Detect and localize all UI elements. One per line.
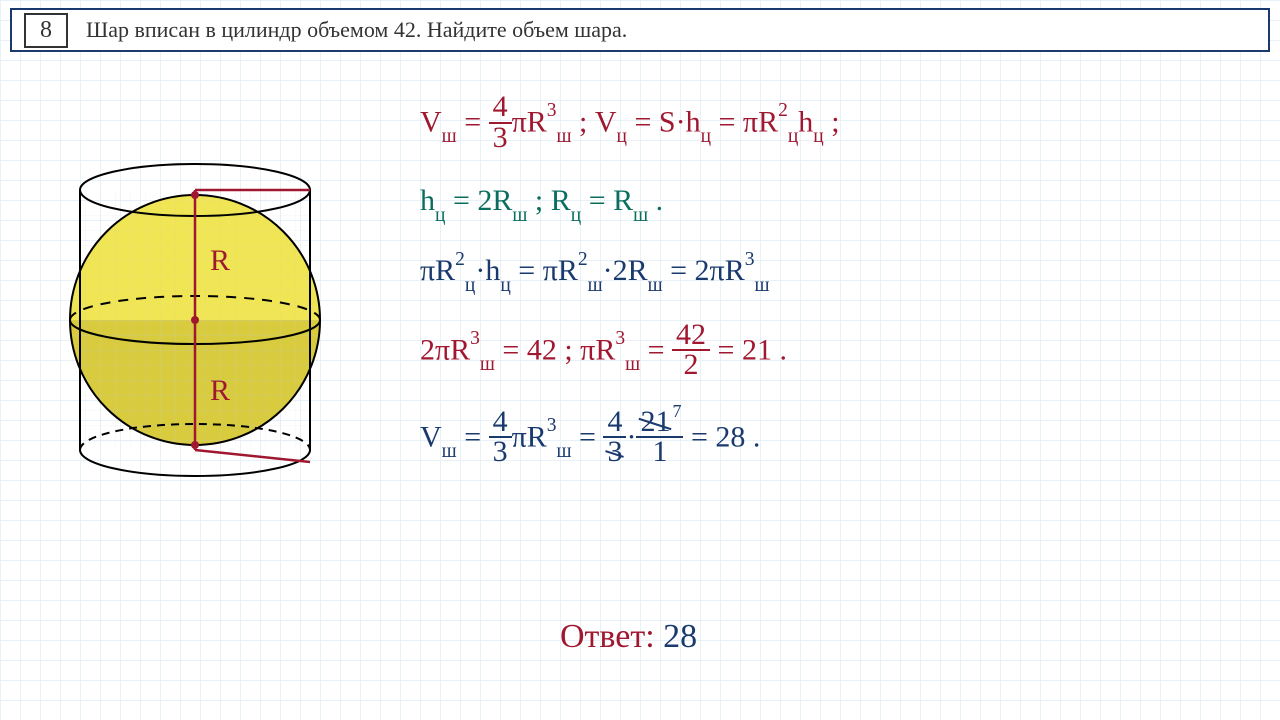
geometry-diagram: R R — [40, 140, 350, 520]
line-1-formulas: Vш = 43πR3ш ; Vц = S·hц = πR2цhц ; — [420, 95, 1250, 154]
line-5-volume: Vш = 43πR3ш = 43·2171 = 28 . — [420, 410, 1250, 469]
problem-number: 8 — [24, 13, 68, 48]
problem-text: Шар вписан в цилиндр объемом 42. Найдите… — [86, 17, 627, 43]
answer-label: Ответ: — [560, 618, 663, 655]
answer-line: Ответ: 28 — [560, 618, 697, 656]
problem-statement: 8 Шар вписан в цилиндр объемом 42. Найди… — [10, 8, 1270, 52]
svg-text:R: R — [210, 374, 230, 407]
line-3-substitution: πR2ц·hц = πR2ш·2Rш = 2πR3ш — [420, 252, 1250, 294]
solution-work: Vш = 43πR3ш ; Vц = S·hц = πR2цhц ; hц = … — [420, 95, 1250, 497]
svg-text:R: R — [210, 244, 230, 277]
line-4-solve: 2πR3ш = 42 ; πR3ш = 422 = 21 . — [420, 323, 1250, 382]
line-2-relations: hц = 2Rш ; Rц = Rш . — [420, 182, 1250, 224]
answer-value: 28 — [663, 618, 697, 655]
